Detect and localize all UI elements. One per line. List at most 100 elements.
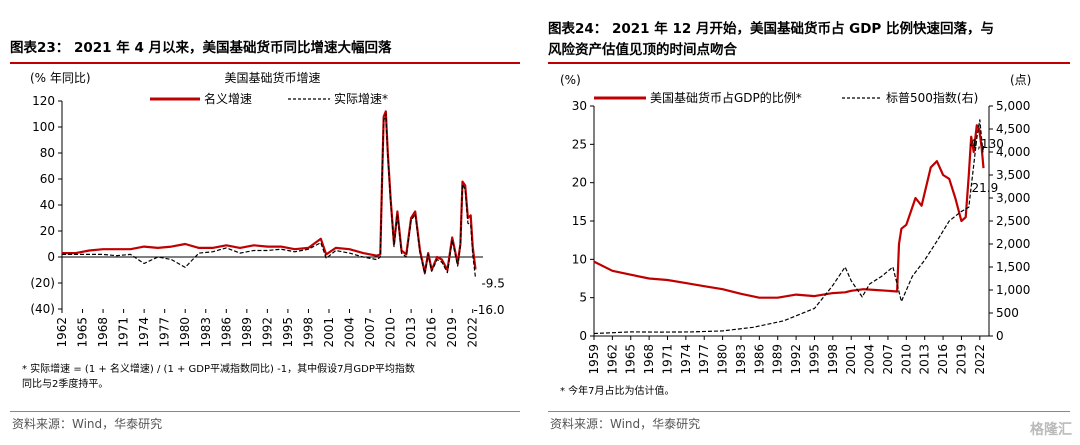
y2-axis-label: (点) xyxy=(1010,73,1031,87)
right-figure-title-line-1: 图表24： 2021 年 12 月开始，美国基础货币占 GDP 比例快速回落，与 xyxy=(548,21,995,37)
data-label-0: -9.5 xyxy=(481,276,504,290)
x-tick-label: 1989 xyxy=(771,344,785,375)
left-figure-title: 图表23： 2021 年 4 月以来，美国基础货币同比增速大幅回落 xyxy=(10,40,392,56)
x-tick-label: 1998 xyxy=(301,317,315,348)
x-tick-label: 1974 xyxy=(137,317,151,348)
x-tick-label: 2001 xyxy=(844,344,858,375)
y-tick-label: 80 xyxy=(40,146,55,160)
x-tick-label: 2013 xyxy=(918,344,932,375)
y-tick-label: 20 xyxy=(40,224,55,238)
x-tick-label: 2019 xyxy=(445,317,459,348)
x-tick-label: 2019 xyxy=(954,344,968,375)
x-tick-label: 2016 xyxy=(936,344,950,375)
y-tick-label: 40 xyxy=(40,198,55,212)
y2-tick-label: 1,000 xyxy=(996,283,1030,297)
x-tick-label: 1962 xyxy=(605,344,619,375)
y-tick-label: 20 xyxy=(572,176,587,190)
x-tick-label: 1980 xyxy=(178,317,192,348)
y-tick-label: 15 xyxy=(572,214,587,228)
y-tick-label: 120 xyxy=(32,94,55,108)
x-tick-label: 1980 xyxy=(716,344,730,375)
right-source-rule xyxy=(548,411,1070,412)
x-tick-label: 1968 xyxy=(642,344,656,375)
series-line-1 xyxy=(62,113,477,278)
y-tick-label: 60 xyxy=(40,172,55,186)
x-tick-label: 1995 xyxy=(281,317,295,348)
y2-tick-label: 1,500 xyxy=(996,260,1030,274)
y-tick-label: 10 xyxy=(572,252,587,266)
legend-label-0: 美国基础货币占GDP的比例* xyxy=(650,90,802,105)
x-tick-label: 2004 xyxy=(343,317,357,348)
right-chart-svg: (%) (点) 0 5 10 15 20 25 30 0 500 1,000 1,500 2,000 2,5… xyxy=(560,73,1031,375)
y2-tick-label: 2,000 xyxy=(996,237,1030,251)
x-tick-label: 1965 xyxy=(76,317,90,348)
left-title-rule xyxy=(10,62,520,64)
x-tick-label: 2010 xyxy=(899,344,913,375)
y2-tick-label: 5,000 xyxy=(996,99,1030,113)
x-tick-label: 1971 xyxy=(660,344,674,375)
x-tick-label: 1992 xyxy=(260,317,274,348)
series-line-0 xyxy=(62,110,477,274)
y-tick-label: (40) xyxy=(30,302,55,316)
x-tick-label: 1977 xyxy=(697,344,711,375)
x-tick-label: 2016 xyxy=(425,317,439,348)
legend-label-1: 标普500指数(右) xyxy=(886,90,978,105)
y2-tick-label: 3,500 xyxy=(996,168,1030,182)
x-tick-label: 2007 xyxy=(363,317,377,348)
x-tick-label: 2001 xyxy=(322,317,336,348)
x-tick-label: 1968 xyxy=(96,317,110,348)
watermark-logo: 格隆汇 xyxy=(1030,422,1072,438)
x-tick-label: 1974 xyxy=(679,344,693,375)
right-chart-panel: 图表24： 2021 年 12 月开始，美国基础货币占 GDP 比例快速回落，与… xyxy=(548,0,1080,445)
y-tick-label: 25 xyxy=(572,137,587,151)
y2-tick-label: 0 xyxy=(996,329,1004,343)
x-tick-label: 1971 xyxy=(117,317,131,348)
left-note-line-2: 同比与2季度持平。 xyxy=(22,379,109,390)
right-note-line-1: * 今年7月占比为估计值。 xyxy=(560,386,675,397)
x-tick-label: 2022 xyxy=(973,344,987,375)
y-tick-label: 5 xyxy=(579,291,587,305)
y-tick-label: 100 xyxy=(32,120,55,134)
x-tick-label: 1962 xyxy=(55,317,69,348)
y-tick-label: (20) xyxy=(30,276,55,290)
x-tick-label: 2007 xyxy=(881,344,895,375)
y2-tick-label: 3,000 xyxy=(996,191,1030,205)
x-tick-label: 2010 xyxy=(384,317,398,348)
data-label-1: 4,130 xyxy=(969,137,1003,151)
y2-tick-label: 2,500 xyxy=(996,214,1030,228)
x-tick-label: 1977 xyxy=(158,317,172,348)
left-source-rule xyxy=(10,411,520,412)
y2-tick-label: 4,000 xyxy=(996,145,1030,159)
left-source: 资料来源：Wind，华泰研究 xyxy=(12,417,163,431)
x-tick-label: 1983 xyxy=(734,344,748,375)
x-tick-label: 2022 xyxy=(466,317,480,348)
series-line-0 xyxy=(593,124,985,299)
x-tick-label: 1965 xyxy=(624,344,638,375)
series-line-1 xyxy=(593,119,985,335)
x-tick-label: 1959 xyxy=(587,344,601,375)
x-tick-label: 2004 xyxy=(863,344,877,375)
legend-label-1: 实际增速* xyxy=(334,91,388,106)
x-tick-label: 1992 xyxy=(789,344,803,375)
left-note-line-1: * 实际增速 = (1 + 名义增速) / (1 + GDP平减指数同比) -1… xyxy=(22,364,415,375)
legend-label-0: 名义增速 xyxy=(204,91,252,106)
x-tick-label: 1998 xyxy=(826,344,840,375)
data-label-0: 21.9 xyxy=(971,181,998,195)
left-chart-svg: 美国基础货币增速 (% 年同比) (40) (20) 0 20 40 60 80 100 120 19… xyxy=(30,70,505,348)
right-title-rule xyxy=(548,62,1070,64)
y2-tick-label: 500 xyxy=(996,306,1019,320)
y2-tick-label: 4,500 xyxy=(996,122,1030,136)
left-chart-panel: 图表23： 2021 年 4 月以来，美国基础货币同比增速大幅回落 美国基础货币… xyxy=(0,0,530,445)
x-tick-label: 1986 xyxy=(752,344,766,375)
chart-title: 美国基础货币增速 xyxy=(224,70,320,85)
y-tick-label: 0 xyxy=(47,250,55,264)
right-figure-title-line-2: 风险资产估值见顶的时间点吻合 xyxy=(548,42,737,58)
y-tick-label: 30 xyxy=(572,99,587,113)
x-tick-label: 1989 xyxy=(240,317,254,348)
x-tick-label: 1986 xyxy=(219,317,233,348)
y-axis-label: (% 年同比) xyxy=(30,71,91,85)
y-tick-label: 0 xyxy=(579,329,587,343)
data-label-1: -16.0 xyxy=(473,303,504,317)
right-source: 资料来源：Wind，华泰研究 xyxy=(550,417,701,431)
x-tick-label: 2013 xyxy=(404,317,418,348)
